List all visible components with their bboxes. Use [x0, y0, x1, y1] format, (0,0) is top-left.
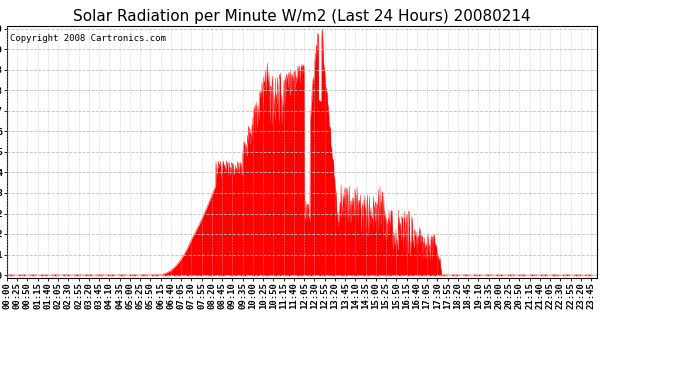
Text: Copyright 2008 Cartronics.com: Copyright 2008 Cartronics.com: [10, 34, 166, 43]
Title: Solar Radiation per Minute W/m2 (Last 24 Hours) 20080214: Solar Radiation per Minute W/m2 (Last 24…: [73, 9, 531, 24]
